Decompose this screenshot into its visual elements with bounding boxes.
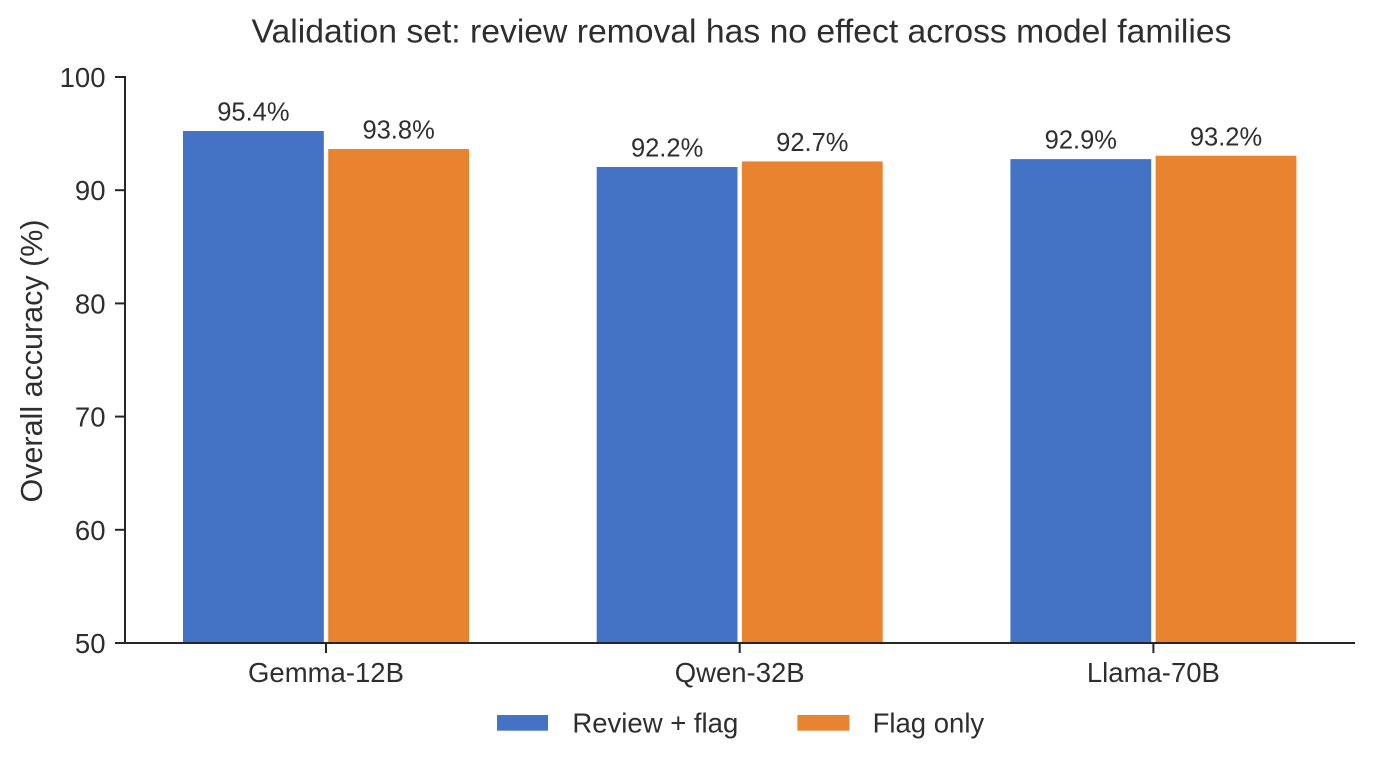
svg-text:93.2%: 93.2%: [1190, 123, 1262, 151]
svg-text:95.4%: 95.4%: [217, 99, 289, 127]
svg-text:Gemma-12B: Gemma-12B: [248, 657, 404, 688]
svg-text:80: 80: [75, 288, 106, 319]
svg-text:Flag only: Flag only: [873, 708, 985, 739]
svg-text:Validation set: review removal: Validation set: review removal has no ef…: [252, 13, 1232, 51]
svg-text:Qwen-32B: Qwen-32B: [675, 657, 805, 688]
svg-text:Review + flag: Review + flag: [572, 708, 738, 739]
svg-text:92.9%: 92.9%: [1045, 127, 1117, 155]
svg-text:50: 50: [75, 628, 106, 659]
svg-text:100: 100: [60, 62, 106, 93]
svg-text:70: 70: [75, 402, 106, 433]
svg-text:60: 60: [75, 515, 106, 546]
svg-text:Overall accuracy (%): Overall accuracy (%): [15, 219, 49, 502]
svg-text:92.2%: 92.2%: [631, 135, 703, 163]
svg-text:90: 90: [75, 175, 106, 206]
svg-text:Llama-70B: Llama-70B: [1087, 657, 1220, 688]
svg-text:92.7%: 92.7%: [776, 129, 848, 157]
svg-text:93.8%: 93.8%: [362, 117, 434, 145]
